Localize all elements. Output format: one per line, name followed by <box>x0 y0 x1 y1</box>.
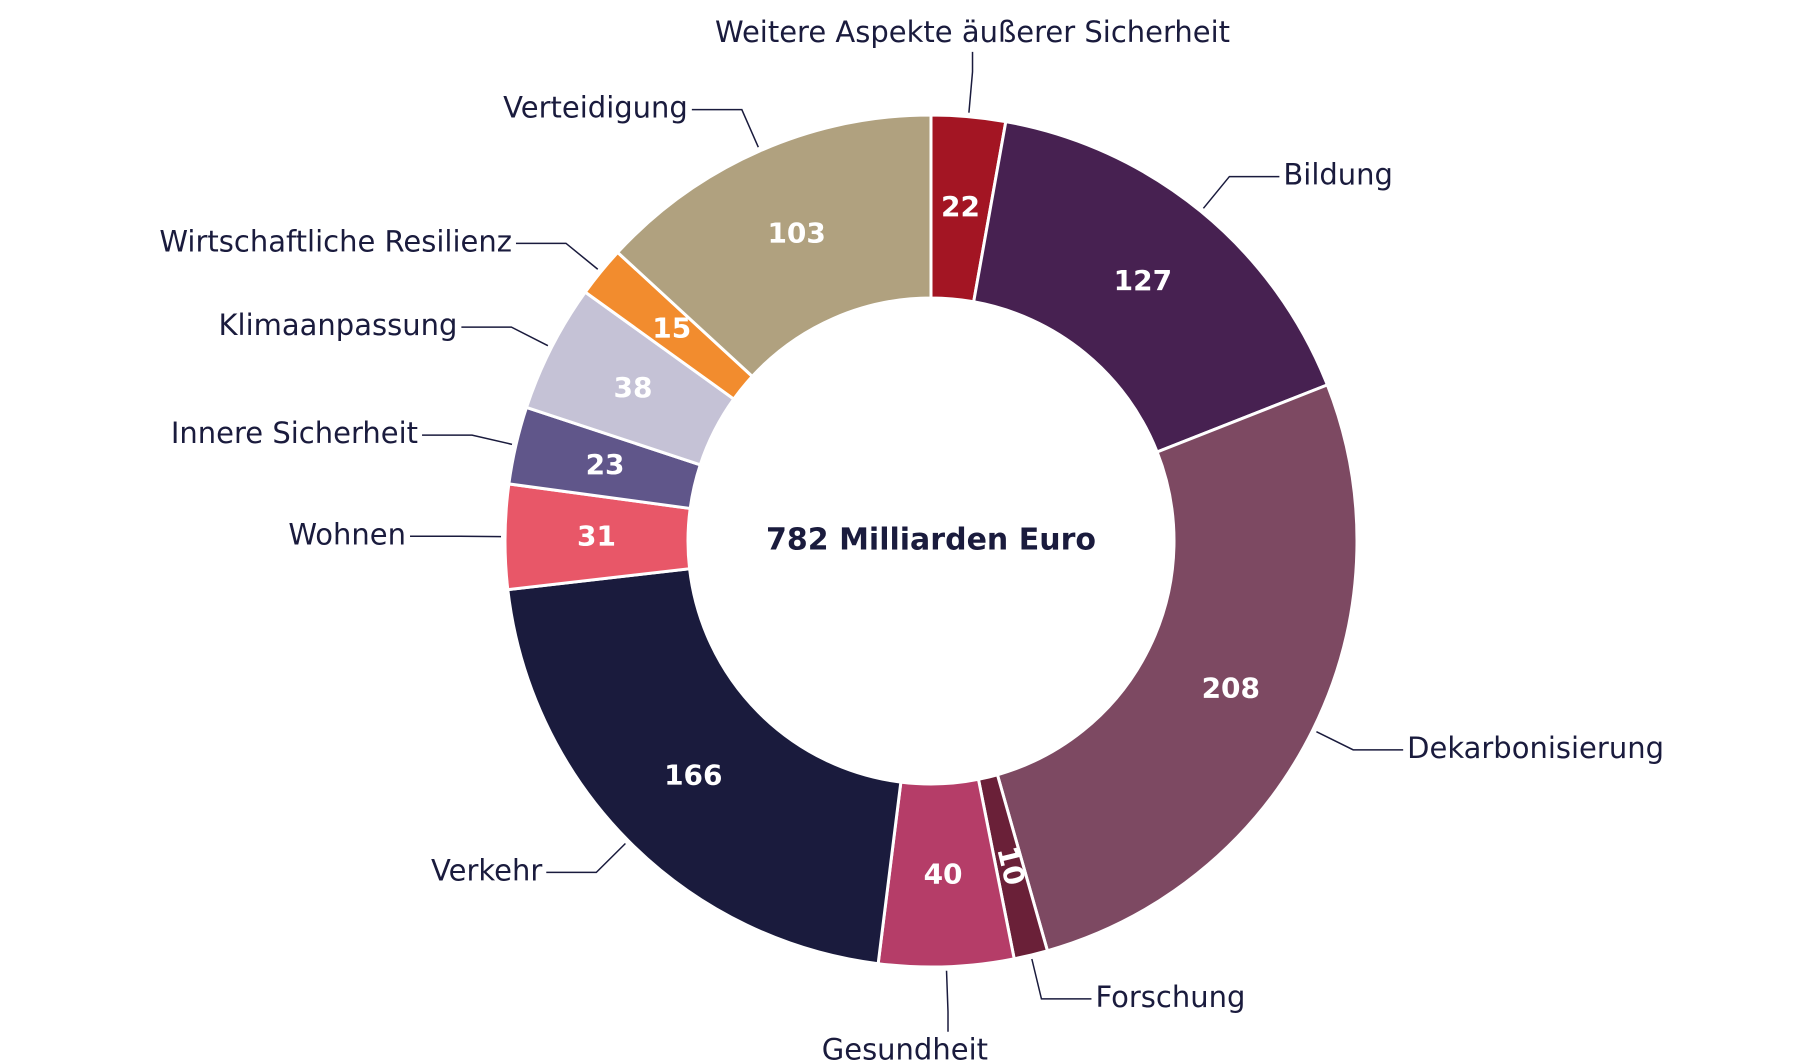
donut-slice <box>971 119 1330 454</box>
category-label: Weitere Aspekte äußerer Sicherheit <box>715 15 1230 49</box>
category-label: Dekarbonisierung <box>1407 731 1664 765</box>
value-label: 31 <box>577 520 616 553</box>
category-label: Verteidigung <box>503 91 688 125</box>
leader-line <box>968 51 974 113</box>
category-label: Innere Sicherheit <box>171 416 418 450</box>
value-label: 127 <box>1114 264 1172 297</box>
category-label: Wirtschaftliche Resilienz <box>159 224 512 258</box>
value-label: 38 <box>614 371 653 404</box>
value-label: 22 <box>941 190 980 223</box>
leader-line <box>546 842 626 874</box>
leader-line <box>461 326 549 347</box>
category-label: Klimaanpassung <box>219 308 458 342</box>
leader-line <box>691 108 759 148</box>
category-label: Bildung <box>1283 158 1393 192</box>
leader-line <box>1031 958 1092 1000</box>
value-label: 40 <box>924 857 963 890</box>
value-label: 15 <box>652 312 691 345</box>
category-label: Verkehr <box>431 853 542 887</box>
category-label: Gesundheit <box>822 1033 988 1061</box>
value-label: 166 <box>664 758 722 791</box>
category-label: Wohnen <box>288 517 406 551</box>
center-label: 782 Milliarden Euro <box>766 523 1096 558</box>
leader-line <box>422 434 513 446</box>
leader-line <box>945 970 949 1032</box>
leader-line <box>515 242 599 270</box>
value-label: 23 <box>586 448 625 481</box>
value-label: 103 <box>767 217 825 250</box>
leader-line <box>1202 175 1280 209</box>
leader-line <box>1316 730 1404 751</box>
category-label: Forschung <box>1095 980 1245 1014</box>
donut-slice <box>506 567 903 966</box>
donut-slice <box>995 382 1359 953</box>
donut-slice <box>615 113 933 379</box>
value-label: 208 <box>1202 671 1260 704</box>
